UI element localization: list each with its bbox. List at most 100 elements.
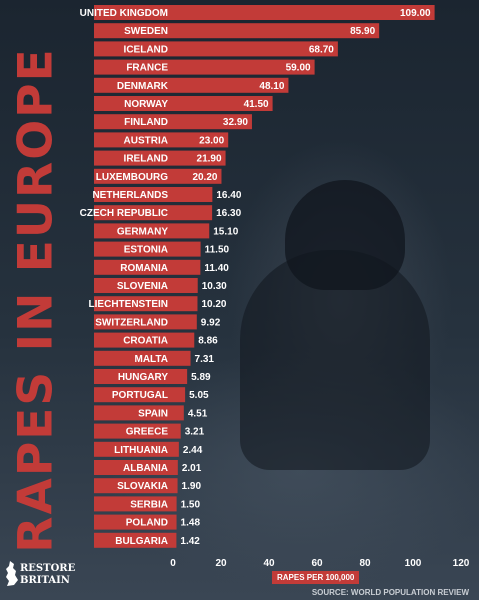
category-label: CZECH REPUBLIC (80, 208, 168, 219)
category-label: ROMANIA (120, 263, 168, 274)
category-label: POLAND (126, 518, 168, 529)
bar-label-band (94, 205, 173, 221)
category-label: MALTA (134, 354, 168, 365)
bar-label-band (94, 187, 173, 202)
bar-label-band (94, 41, 173, 57)
bar-label-band (94, 314, 173, 330)
category-label: ESTONIA (124, 245, 168, 256)
value-label: 7.31 (195, 354, 215, 365)
bar-label-band (94, 332, 173, 348)
bar (173, 369, 188, 384)
category-label: BULGARIA (115, 536, 168, 547)
bar (173, 259, 201, 275)
bar (173, 59, 315, 75)
bar-label-band (94, 278, 173, 293)
x-tick-label: 40 (263, 558, 275, 569)
bar-label-band (94, 114, 173, 130)
bar (173, 514, 177, 530)
bar (173, 460, 178, 475)
bar-label-band (94, 77, 173, 93)
category-label: GERMANY (117, 226, 168, 237)
bar (173, 296, 198, 312)
category-label: ICELAND (124, 44, 168, 55)
bar-label-band (94, 296, 173, 312)
value-label: 59.00 (286, 63, 311, 74)
category-label: SWEDEN (124, 26, 168, 37)
bar (173, 132, 229, 148)
value-label: 9.92 (201, 317, 221, 328)
category-label: IRELAND (124, 154, 168, 165)
bar (173, 496, 177, 512)
x-tick-label: 100 (405, 558, 422, 569)
category-label: HUNGARY (118, 372, 169, 383)
bar (173, 77, 289, 93)
value-label: 11.40 (204, 263, 229, 274)
bar (173, 314, 197, 330)
bar-label-band (94, 96, 173, 111)
bar (173, 41, 338, 57)
bar-label-band (94, 423, 173, 439)
bar (173, 241, 201, 257)
x-tick-label: 60 (311, 558, 323, 569)
bar (173, 223, 210, 239)
bar-label-band (94, 223, 173, 239)
bar-label-band (94, 23, 173, 39)
value-label: 3.21 (185, 427, 205, 438)
bar (173, 187, 213, 202)
bar-label-band (94, 241, 173, 257)
value-label: 8.86 (198, 336, 218, 347)
x-tick-label: 120 (453, 558, 470, 569)
bar-label-band (94, 369, 173, 384)
category-label: SPAIN (138, 408, 168, 419)
bar-label-band (94, 478, 173, 494)
bar-label-band (94, 259, 173, 275)
category-label: NORWAY (124, 99, 168, 110)
bar (173, 478, 178, 494)
category-label: SERBIA (130, 499, 168, 510)
bar (173, 405, 184, 421)
category-label: SLOVAKIA (117, 481, 168, 492)
bar (173, 96, 273, 111)
bar-label-band (94, 132, 173, 148)
value-label: 32.90 (223, 117, 248, 128)
value-label: 11.50 (205, 245, 230, 256)
category-label: NETHERLANDS (92, 190, 168, 201)
category-label: FRANCE (126, 63, 168, 74)
category-label: AUSTRIA (124, 135, 168, 146)
value-label: 16.40 (216, 190, 241, 201)
x-tick-label: 80 (359, 558, 371, 569)
bar (173, 441, 179, 457)
value-label: 41.50 (244, 99, 269, 110)
value-label: 1.50 (181, 499, 201, 510)
value-label: 23.00 (199, 135, 224, 146)
bar-label-band (94, 405, 173, 421)
x-axis-label: RAPES PER 100,000 (272, 571, 360, 584)
value-label: 10.30 (202, 281, 227, 292)
value-label: 68.70 (309, 44, 334, 55)
value-label: 5.89 (191, 372, 211, 383)
bar-label-band (94, 460, 173, 475)
x-tick-label: 0 (170, 558, 176, 569)
logo-line-2: BRITAIN (20, 575, 70, 586)
bar (173, 278, 198, 293)
category-label: SWITZERLAND (95, 317, 168, 328)
value-label: 1.48 (181, 518, 201, 529)
category-label: SLOVENIA (117, 281, 168, 292)
value-label: 4.51 (188, 408, 208, 419)
bar (173, 168, 222, 184)
value-label: 5.05 (189, 390, 209, 401)
value-label: 2.44 (183, 445, 203, 456)
restore-britain-logo: RESTORE BRITAIN (4, 555, 114, 595)
bar (173, 114, 252, 130)
bar-label-band (94, 5, 173, 20)
value-label: 2.01 (182, 463, 202, 474)
bar-label-band (94, 441, 173, 457)
category-label: CROATIA (123, 336, 168, 347)
category-label: LITHUANIA (114, 445, 168, 456)
bar-label-band (94, 150, 173, 166)
bar (173, 332, 195, 348)
bar (173, 350, 191, 366)
value-label: 48.10 (259, 81, 284, 92)
value-label: 1.42 (180, 536, 200, 547)
